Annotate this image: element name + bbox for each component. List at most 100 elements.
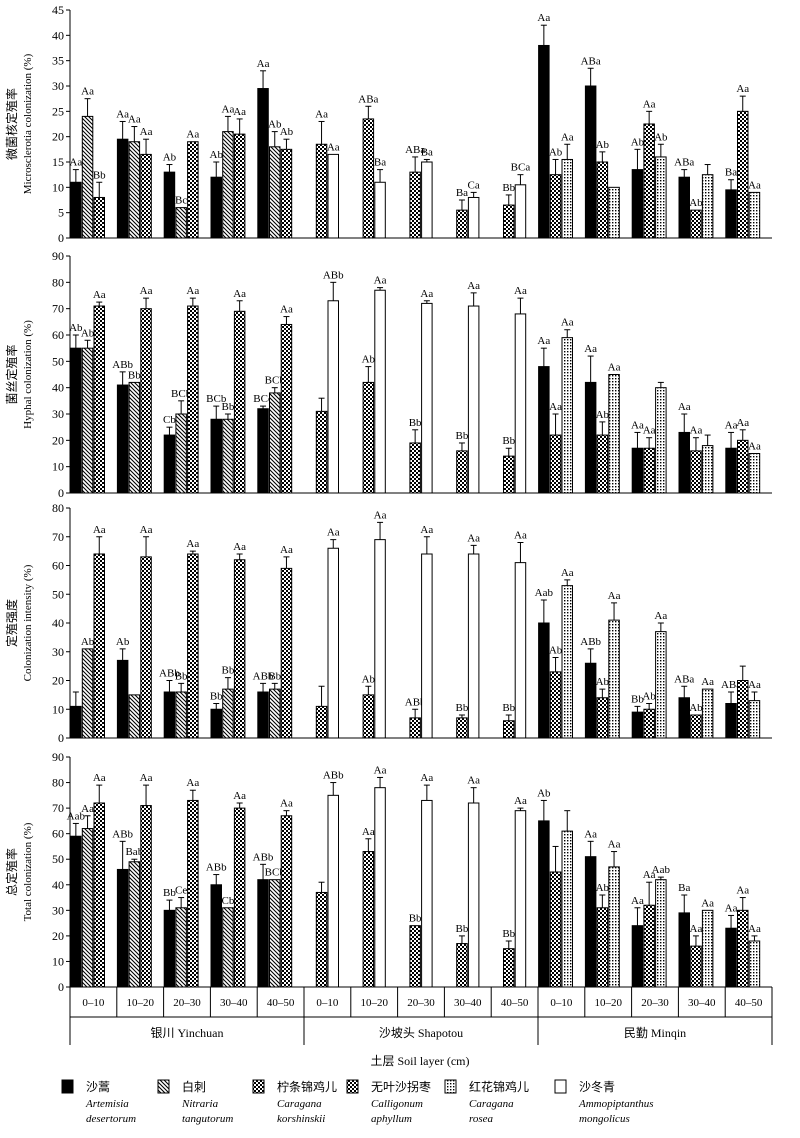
significance-label: Ab <box>631 136 645 148</box>
significance-label: Aa <box>81 803 94 815</box>
significance-label: Bb <box>456 702 469 714</box>
legend-swatch <box>444 1079 457 1094</box>
bar <box>269 146 281 239</box>
significance-label: Aa <box>93 772 106 784</box>
bar <box>514 184 527 239</box>
y-tick-label: 10 <box>52 954 64 968</box>
legend-cn: 沙蒿 <box>86 1080 110 1094</box>
significance-label: Aa <box>643 869 656 881</box>
significance-label: Aa <box>561 567 574 579</box>
bar <box>608 619 620 739</box>
significance-label: Ab <box>69 322 83 334</box>
significance-label: ABb <box>323 269 344 281</box>
significance-label: Aa <box>233 106 246 118</box>
significance-label: Aa <box>420 524 433 536</box>
panel-4: 0 10 20 30 40 50 60 70 80 90 总定殖率 Total colonizatio… <box>4 750 772 994</box>
significance-label: Aa <box>233 790 246 802</box>
bar <box>362 118 375 239</box>
significance-label: ABa <box>721 679 741 691</box>
bar <box>503 204 515 239</box>
bar <box>690 209 702 239</box>
bar <box>608 374 620 494</box>
significance-label: ABa <box>674 673 694 685</box>
bar <box>280 148 293 239</box>
bar <box>608 186 620 239</box>
y-tick-label: 90 <box>52 249 64 263</box>
significance-label: Ab <box>549 645 563 657</box>
bar <box>514 810 527 988</box>
y-tick-label: 10 <box>52 460 64 474</box>
significance-label: ABa <box>581 55 601 67</box>
bar <box>655 156 667 239</box>
depth-label: 20–30 <box>173 997 201 1009</box>
significance-label: Aa <box>140 524 153 536</box>
bar <box>467 196 480 239</box>
significance-label: Bab <box>125 846 143 858</box>
significance-label: Bc <box>175 195 187 207</box>
y-tick-label: 20 <box>52 433 64 447</box>
y-tick-label: 30 <box>52 645 64 659</box>
bar <box>257 879 269 988</box>
significance-label: Ab <box>596 409 610 421</box>
bar <box>140 805 152 988</box>
legend-latin-species: mongolicus <box>579 1113 630 1125</box>
significance-label: Aa <box>315 108 328 120</box>
bar <box>514 313 527 494</box>
bar <box>584 856 597 988</box>
significance-label: Aa <box>233 288 246 300</box>
significance-label: Ba <box>374 157 386 169</box>
significance-label: Aa <box>608 590 621 602</box>
bar <box>467 305 480 494</box>
bar <box>596 434 609 494</box>
bar <box>327 153 339 239</box>
bar <box>315 143 328 239</box>
bar <box>233 133 246 239</box>
y-tick-label: 15 <box>52 155 64 169</box>
y-axis-label-cn: 菌丝定殖率 <box>4 344 19 404</box>
bar <box>116 659 129 739</box>
significance-label: Aa <box>736 885 749 897</box>
bar <box>269 688 281 739</box>
legend-latin-species: tangutorum <box>182 1113 233 1125</box>
significance-label: Bb <box>268 670 281 682</box>
significance-label: Ab <box>163 152 177 164</box>
bar <box>81 828 94 988</box>
legend-latin-genus: Ammopiptanthus <box>578 1098 654 1110</box>
significance-label: Aa <box>537 335 550 347</box>
significance-label: Ab <box>116 636 130 648</box>
significance-label: Aa <box>186 538 199 550</box>
y-tick-label: 40 <box>52 878 64 892</box>
y-axis-label-en: Colonization intensity (%) <box>22 564 34 681</box>
bar <box>655 879 667 988</box>
depth-label: 40–50 <box>735 997 763 1009</box>
significance-label: Bb <box>456 923 469 935</box>
significance-label: Aa <box>725 419 738 431</box>
bar <box>678 697 690 739</box>
bar <box>116 868 129 988</box>
significance-label: Bb <box>163 887 176 899</box>
depth-label: 0–10 <box>550 997 573 1009</box>
bar <box>503 720 515 739</box>
bar <box>280 567 293 739</box>
y-tick-label: 70 <box>52 801 64 815</box>
significance-label: Aa <box>467 532 480 544</box>
significance-label: Ab <box>537 787 551 799</box>
depth-label: 10–20 <box>594 997 622 1009</box>
y-tick-label: 40 <box>52 616 64 630</box>
legend-item: 沙冬青 Ammopiptanthus mongolicus <box>554 1079 654 1125</box>
bar <box>374 289 386 494</box>
significance-label: Aa <box>748 179 761 191</box>
significance-label: Ba <box>456 187 468 199</box>
y-tick-label: 35 <box>52 54 64 68</box>
x-axis-title: 土层 Soil layer (cm) <box>371 1054 470 1068</box>
y-tick-label: 60 <box>52 559 64 573</box>
significance-label: BCb <box>171 388 192 400</box>
depth-label: 30–40 <box>454 997 482 1009</box>
bar <box>70 347 82 494</box>
bar <box>93 196 105 239</box>
bar <box>233 310 246 494</box>
bar <box>737 110 749 239</box>
depth-label: 10–20 <box>360 997 388 1009</box>
bar <box>81 115 94 239</box>
significance-label: Ab <box>642 691 656 703</box>
